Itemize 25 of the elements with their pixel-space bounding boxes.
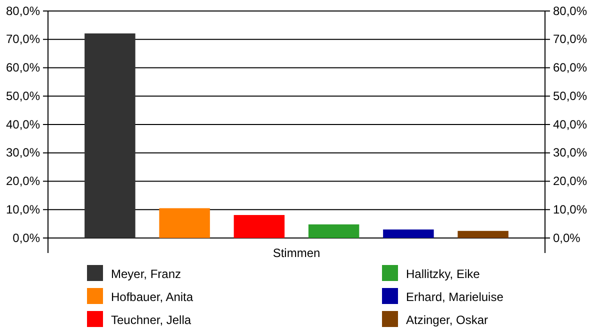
y-tick-label: 40,0% (6, 117, 40, 132)
legend-label: Teuchner, Jella (111, 313, 192, 327)
legend-label: Atzinger, Oskar (406, 313, 488, 327)
y-tick-label: 10,0% (6, 202, 40, 216)
y-tick-label: 60,0% (6, 60, 40, 75)
text: 40,0% (553, 117, 588, 132)
legend-label: Hallitzky, Eike (406, 267, 480, 281)
y-tick-label: 80,0% (6, 4, 40, 18)
text: 80,0% (553, 4, 588, 18)
y-tick-label: 50,0% (6, 88, 40, 103)
text: 20,0% (553, 174, 588, 188)
y-tick-label: 30,0% (6, 146, 40, 160)
y-tick-label: 70,0% (6, 32, 40, 46)
text: 0,0% (553, 230, 580, 245)
legend-label: Hofbauer, Anita (111, 290, 194, 304)
y-tick-label: 20,0% (6, 174, 40, 188)
x-tick-label: Stimmen (272, 246, 320, 260)
text: 60,0% (553, 60, 588, 75)
legend-label: Meyer, Franz (111, 267, 182, 281)
text: 70,0% (553, 32, 588, 46)
text: 10,0% (553, 202, 588, 216)
y-tick-label: 0,0% (12, 230, 40, 245)
legend-label: Erhard, Marieluise (406, 290, 504, 304)
text: 30,0% (553, 146, 588, 160)
text: 50,0% (553, 88, 588, 103)
